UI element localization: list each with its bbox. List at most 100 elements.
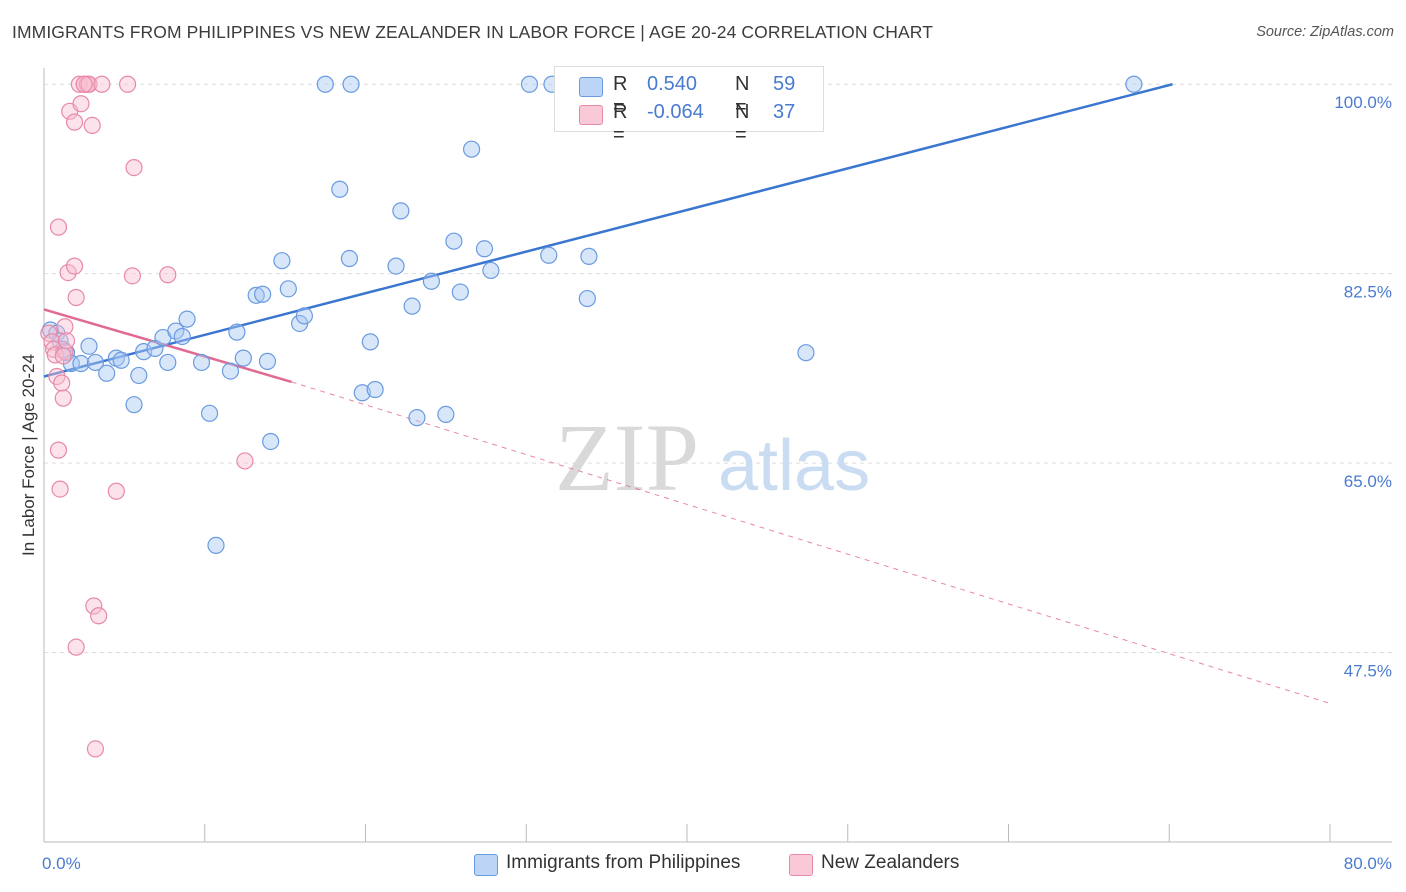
legend-r-value-new-zealanders: -0.064 <box>647 101 704 123</box>
legend-n-label: N = <box>735 101 750 146</box>
point-new-zealanders <box>72 95 90 113</box>
point-philippines <box>262 432 280 451</box>
point-philippines <box>540 246 558 264</box>
y-tick-label: 100.0% <box>1334 93 1392 112</box>
point-philippines <box>353 384 371 402</box>
legend-n-value-new-zealanders: 37 <box>773 101 796 123</box>
point-philippines <box>445 232 463 250</box>
point-new-zealanders <box>49 441 68 459</box>
point-new-zealanders <box>236 452 254 470</box>
y-axis-title: In Labor Force | Age 20-24 <box>19 354 38 556</box>
correlation-legend: R = 0.540 N = 59 R = -0.064 N = 37 <box>554 66 824 146</box>
point-new-zealanders <box>80 75 98 93</box>
point-philippines <box>520 75 539 93</box>
point-philippines <box>295 307 314 325</box>
point-philippines <box>234 349 252 367</box>
point-new-zealanders <box>56 318 74 336</box>
point-new-zealanders <box>57 332 76 350</box>
point-philippines <box>173 327 191 346</box>
point-philippines <box>112 351 130 369</box>
y-tick-label: 82.5% <box>1344 283 1392 302</box>
point-philippines <box>254 285 272 303</box>
point-philippines <box>475 240 494 258</box>
point-philippines <box>130 366 148 385</box>
point-new-zealanders <box>67 288 85 307</box>
point-new-zealanders <box>118 75 137 93</box>
series-label-philippines: Immigrants from Philippines <box>506 852 741 873</box>
point-new-zealanders <box>67 638 85 656</box>
point-philippines <box>422 272 441 290</box>
point-philippines <box>392 202 410 220</box>
point-philippines <box>437 405 455 424</box>
axes <box>43 68 1392 843</box>
point-philippines <box>86 353 105 372</box>
point-philippines <box>797 344 815 362</box>
legend-n-value-philippines: 59 <box>773 73 796 95</box>
point-philippines <box>331 180 349 198</box>
point-new-zealanders <box>85 597 103 615</box>
legend-swatch-philippines <box>579 77 603 97</box>
point-philippines <box>178 310 196 328</box>
point-new-zealanders <box>159 266 177 284</box>
point-philippines <box>135 343 153 361</box>
point-new-zealanders <box>59 263 77 282</box>
point-philippines <box>159 353 177 372</box>
series-label-new-zealanders: New Zealanders <box>821 852 960 873</box>
point-new-zealanders <box>65 113 84 131</box>
gridlines <box>44 83 1392 654</box>
legend-swatch-new-zealanders <box>579 105 603 125</box>
point-new-zealanders <box>53 374 71 392</box>
trend-line-philippines <box>43 83 1173 378</box>
point-philippines <box>578 289 596 308</box>
point-new-zealanders <box>54 389 72 407</box>
y-tick-label: 47.5% <box>1344 662 1392 681</box>
point-philippines <box>200 404 219 422</box>
x-tick-label-min: 0.0% <box>42 854 81 873</box>
point-new-zealanders <box>107 482 125 500</box>
point-new-zealanders <box>90 607 108 625</box>
point-philippines <box>366 380 384 399</box>
point-philippines <box>340 249 359 268</box>
watermark-atlas: atlas <box>718 426 870 506</box>
legend-r-label: R = <box>613 73 628 118</box>
point-philippines <box>408 409 426 427</box>
point-philippines <box>279 280 297 298</box>
axis-labels: 47.5% 65.0% 82.5% 100.0% 0.0% 80.0% In Labor F… <box>19 93 1392 873</box>
point-philippines <box>192 353 211 372</box>
series-swatch-new-zealanders <box>789 854 813 876</box>
trend-lines <box>43 83 1331 704</box>
series-legend: Immigrants from Philippines New Zealande… <box>0 852 1406 878</box>
x-tick-label-max: 80.0% <box>1344 854 1392 873</box>
point-philippines <box>580 247 598 265</box>
point-philippines <box>228 323 246 341</box>
trend-line-new-zealanders <box>43 308 292 384</box>
legend-r-value-philippines: 0.540 <box>647 73 698 95</box>
legend-r-label: R = <box>613 101 628 146</box>
trend-line-new-zealanders-extension <box>291 381 1331 704</box>
legend-n-label: N = <box>735 73 750 118</box>
point-new-zealanders <box>51 480 69 498</box>
point-new-zealanders <box>86 740 105 758</box>
y-tick-label: 65.0% <box>1344 472 1392 491</box>
chart-title: IMMIGRANTS FROM PHILIPPINES VS NEW ZEALA… <box>12 22 934 42</box>
point-philippines <box>258 352 277 370</box>
point-philippines <box>482 261 500 280</box>
point-philippines <box>387 257 405 275</box>
point-new-zealanders <box>65 257 84 275</box>
point-philippines <box>403 297 421 315</box>
point-philippines <box>462 140 481 158</box>
data-points <box>40 75 1143 758</box>
series-swatch-philippines <box>474 854 498 876</box>
point-philippines <box>72 354 90 373</box>
point-new-zealanders <box>123 267 142 285</box>
point-philippines <box>361 333 379 351</box>
point-philippines <box>342 75 360 93</box>
point-new-zealanders <box>83 116 101 134</box>
point-new-zealanders <box>75 75 93 93</box>
point-philippines <box>1125 75 1143 93</box>
point-philippines <box>316 75 334 93</box>
point-philippines <box>207 536 225 554</box>
point-new-zealanders <box>93 75 111 93</box>
point-philippines <box>221 362 240 380</box>
source-label[interactable]: Source: ZipAtlas.com <box>1256 24 1394 40</box>
